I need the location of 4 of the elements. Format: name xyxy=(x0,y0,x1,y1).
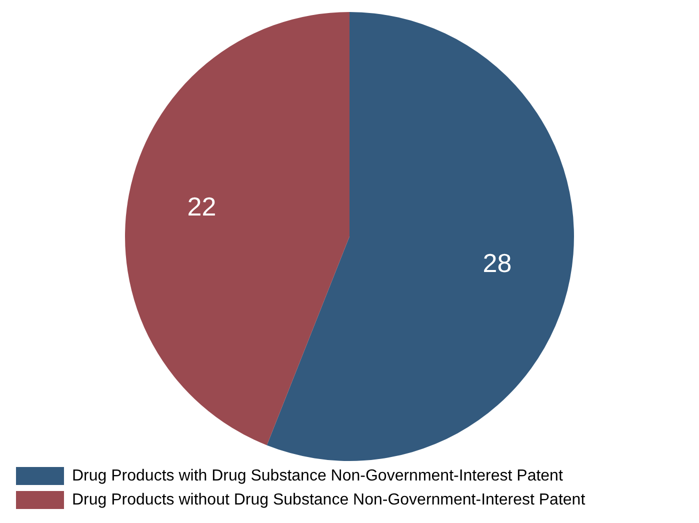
data-label: 28 xyxy=(482,248,512,278)
legend-label: Drug Products with Drug Substance Non-Government-Interest Patent xyxy=(72,467,564,484)
data-label: 22 xyxy=(187,191,216,222)
legend-label: Drug Products without Drug Substance Non-Government-Interest Patent xyxy=(72,491,586,508)
